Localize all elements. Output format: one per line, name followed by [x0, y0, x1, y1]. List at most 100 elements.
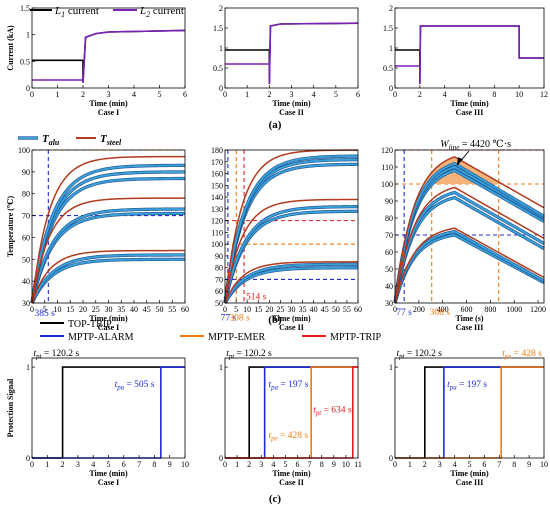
alu-curve [31, 208, 186, 304]
series-l1-current [225, 22, 359, 85]
y-tick-label: 100 [18, 146, 30, 155]
x-axis-label: Time (min) [272, 99, 311, 108]
plot-frame [224, 7, 359, 89]
steel-curve [224, 261, 359, 304]
chart-b2: 0 5 10 15 20 25 30 35 40 45 50 55 605060708090100110… [211, 146, 362, 332]
x-tick-label: 10 [54, 305, 62, 314]
x-axis-label: Time (min) [272, 314, 311, 323]
y-tick-label: 1.5 [20, 4, 30, 13]
y-tick-label: 110 [211, 228, 223, 237]
x-tick-label: 25 [92, 305, 100, 314]
y-tick-label: 160 [211, 170, 223, 179]
x-tick-label: 7 [308, 460, 312, 469]
plot-frame [224, 357, 359, 459]
x-tick-label: 30 [288, 305, 296, 314]
case-label: Case II [279, 323, 304, 332]
x-axis-label: Time (min) [450, 469, 489, 478]
legend-label-mptp-emer: MPTP-EMER [208, 332, 266, 343]
plot-frame [394, 149, 545, 304]
x-tick-label: 2 [267, 90, 271, 99]
x-tick-label: 1 [235, 460, 239, 469]
y-tick-label: 2 [389, 4, 393, 13]
x-tick-label: 60 [354, 305, 362, 314]
alu-curve-edge [30, 163, 186, 304]
x-tick-label: 20 [79, 305, 87, 314]
alu-curve [394, 230, 545, 304]
alu-curve [31, 164, 186, 304]
alu-curve [31, 258, 186, 304]
x-tick-label: 8 [512, 460, 516, 469]
y-tick-label: 1 [389, 363, 393, 372]
x-tick-label: 12 [540, 90, 548, 99]
x-tick-label: 6 [482, 460, 486, 469]
alu-curve [394, 233, 545, 304]
signal-annotation: tpt = 120.2 s [226, 349, 272, 360]
x-tick-label: 5 [283, 460, 287, 469]
case-label: Case II [279, 478, 304, 487]
x-tick-label: 2 [61, 460, 65, 469]
x-tick-label: 4 [453, 460, 457, 469]
case-label: Case I [98, 108, 120, 117]
series-l1-current [32, 29, 186, 83]
chart-a1: 0 1 2 3 4 5 6 0 0.5 1 1.5 Time (min)Case I Current (… [6, 4, 187, 117]
y-tick-label: 0.5 [383, 64, 393, 73]
signal-annotation: tpe = 428 s [269, 431, 309, 442]
x-tick-label: 50 [332, 305, 340, 314]
y-tick-label: 30 [22, 299, 30, 308]
legend-b: Talu Tsteel [18, 133, 122, 147]
x-tick-label: 1 [56, 90, 60, 99]
x-tick-label: 6 [468, 90, 472, 99]
x-tick-label: 25 [276, 305, 284, 314]
x-tick-label: 4 [91, 460, 95, 469]
alu-curve [224, 155, 359, 304]
legend-c: TOP-TRIP MPTP-ALARM MPTP-EMER MPTP-TRIP [40, 319, 382, 343]
chart-a3: 0 2 4 6 8 10 12 0 0.5 1 1.5 2 Time (min)Case III [383, 4, 548, 117]
x-tick-label: 1 [408, 460, 412, 469]
y-tick-label: 120 [211, 217, 223, 226]
x-tick-label: 2 [423, 460, 427, 469]
x-tick-label: 5 [43, 305, 47, 314]
y-tick-label: 110 [381, 163, 393, 172]
x-tick-label: 1 [245, 90, 249, 99]
series-l2-current [225, 22, 359, 85]
series-mptp-alarm [32, 366, 185, 459]
x-tick-label: 4 [312, 90, 316, 99]
y-axis-label: Temperature (℃) [6, 195, 15, 257]
chart-c1: 0 1 2 3 4 5 6 7 8 9 10 0 1 Time (min)Case I Protection… [6, 349, 189, 487]
y-tick-label: 60 [385, 248, 393, 257]
x-tick-label: 10 [342, 460, 350, 469]
alu-curve [31, 177, 186, 304]
y-tick-label: 40 [385, 282, 393, 291]
steel-curve [394, 227, 545, 304]
x-axis-label: Time (min) [89, 469, 128, 478]
legend-label-steel: Tsteel [100, 133, 122, 147]
alu-curve [31, 212, 186, 304]
y-tick-label: 80 [385, 214, 393, 223]
x-tick-label: 0 [30, 305, 34, 314]
x-tick-label: 10 [540, 460, 548, 469]
x-tick-label: 600 [461, 305, 473, 314]
x-tick-label: 7 [497, 460, 501, 469]
y-tick-label: 1 [389, 44, 393, 53]
x-tick-label: 5 [107, 460, 111, 469]
signal-annotation: tpt = 120.2 s [34, 349, 80, 360]
y-tick-label: 1.5 [213, 24, 223, 33]
alu-curve-edge [223, 266, 359, 304]
steel-curve [394, 186, 545, 304]
x-tick-label: 6 [122, 460, 126, 469]
y-tick-label: 2 [219, 4, 223, 13]
callout-arrowhead [456, 157, 463, 166]
signal-annotation: tpa = 505 s [115, 380, 155, 391]
x-axis-label: Time (min) [89, 314, 128, 323]
y-tick-label: 60 [215, 287, 223, 296]
y-tick-label: 1.5 [383, 24, 393, 33]
alu-curve [394, 196, 545, 304]
y-tick-label: 0 [26, 454, 30, 463]
legend-label-l1: L1 current [54, 5, 99, 19]
case-label: Case II [279, 108, 304, 117]
time-annotation: 308 s [229, 314, 250, 324]
signal-annotation: tpt = 120.2 s [396, 349, 442, 360]
x-tick-label: 3 [438, 460, 442, 469]
